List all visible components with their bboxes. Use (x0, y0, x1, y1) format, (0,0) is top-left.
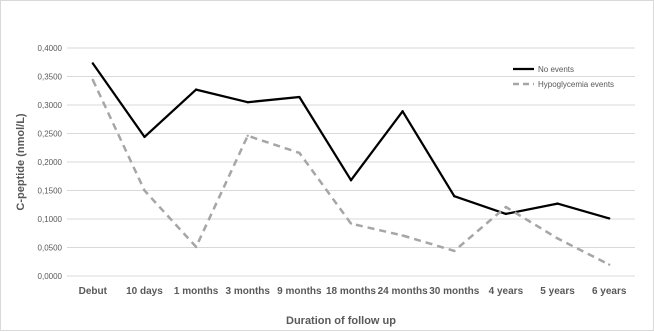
series-line-no-events (91, 62, 610, 220)
y-axis-ticks: 0,0000 0,0500 0,1000 0,1500 0,2000 0,2500 0,30… (38, 44, 63, 281)
y-tick-label: 0,2500 (38, 130, 63, 139)
y-tick-label: 0,3000 (38, 101, 63, 110)
x-tick-label: 18 months (326, 286, 376, 297)
data-point (349, 179, 353, 182)
x-tick-label: 1 months (174, 286, 219, 297)
data-point (246, 134, 249, 137)
y-tick-label: 0,0000 (38, 272, 63, 281)
y-tick-label: 0,2000 (38, 158, 63, 167)
data-point (504, 205, 508, 209)
data-point (556, 237, 559, 240)
series-lines (91, 62, 611, 266)
data-point (607, 217, 611, 220)
legend: No events Hypoglycemia events (513, 65, 614, 89)
series-line-hypoglycemia-events (91, 79, 610, 266)
data-point (401, 110, 404, 113)
y-tick-label: 0,0500 (38, 244, 63, 253)
data-point (143, 189, 146, 192)
data-point (143, 135, 146, 139)
x-tick-label: 3 months (226, 286, 271, 297)
data-point (246, 100, 249, 104)
legend-label: Hypoglycemia events (538, 80, 614, 89)
data-point (504, 212, 508, 216)
data-point (556, 202, 559, 205)
x-axis-title: Duration of follow up (286, 315, 396, 327)
x-tick-label: 10 days (126, 286, 163, 297)
legend-label: No events (538, 65, 574, 74)
x-tick-label: 9 months (277, 286, 322, 297)
data-point (349, 222, 353, 225)
data-point (607, 263, 611, 266)
data-point (194, 88, 198, 91)
data-point (298, 95, 301, 99)
data-point (453, 195, 456, 198)
x-tick-label: 4 years (489, 286, 524, 297)
data-point (91, 78, 95, 82)
data-point (401, 234, 404, 237)
data-point (91, 62, 95, 65)
gridlines (67, 47, 635, 277)
y-tick-label: 0,1500 (38, 187, 63, 196)
y-tick-label: 0,1000 (38, 215, 63, 224)
x-tick-label: 30 months (429, 286, 479, 297)
x-tick-label: 24 months (378, 286, 428, 297)
data-point (453, 249, 456, 253)
data-point (298, 151, 301, 155)
x-axis-ticks: Debut 10 days 1 months 3 months 9 months 18 m… (79, 286, 627, 297)
x-tick-label: 6 years (592, 286, 627, 297)
x-tick-label: Debut (79, 286, 108, 297)
x-tick-label: 5 years (540, 286, 575, 297)
y-tick-label: 0,3500 (38, 73, 63, 82)
y-axis-title: C-peptide (nmol/L) (15, 113, 27, 210)
data-point (194, 245, 198, 249)
y-tick-label: 0,4000 (38, 44, 63, 53)
